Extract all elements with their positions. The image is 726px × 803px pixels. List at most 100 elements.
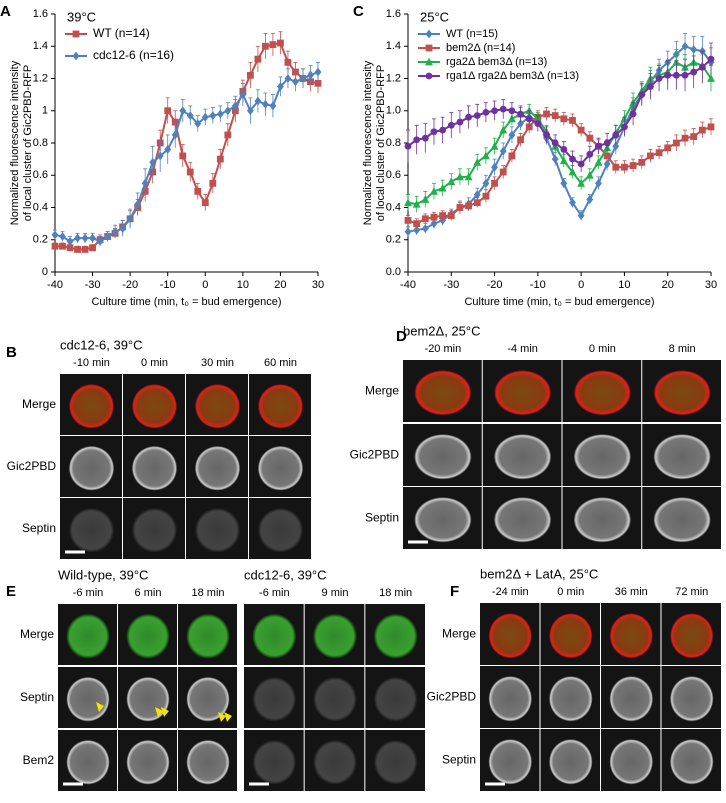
marker — [413, 225, 421, 235]
marker — [690, 133, 698, 140]
cell — [653, 497, 711, 543]
row-label: Merge — [22, 397, 56, 411]
marker — [425, 44, 433, 52]
marker — [413, 220, 421, 228]
marker — [672, 71, 680, 79]
marker — [577, 126, 585, 134]
legend-label: WT (n=15) — [446, 28, 498, 40]
marker — [638, 91, 646, 99]
x-axis-label: Culture time (min, t₀ = bud emergence) — [91, 296, 281, 308]
marker — [586, 134, 594, 142]
arrowhead — [96, 702, 104, 712]
marker — [577, 211, 585, 220]
marker — [209, 179, 217, 187]
marker — [141, 178, 149, 188]
marker — [404, 142, 412, 150]
marker — [681, 134, 689, 142]
marker — [81, 233, 89, 243]
marker — [156, 151, 164, 161]
cell — [257, 383, 304, 429]
y-axis-label: of local cluster of Gic2PBD-RFP — [22, 65, 34, 222]
marker — [51, 230, 59, 240]
panel-label: F — [450, 583, 459, 600]
marker — [603, 139, 611, 147]
marker — [569, 198, 576, 208]
marker — [551, 112, 559, 119]
marker — [66, 244, 74, 252]
marker — [621, 163, 628, 171]
row-label: Septin — [22, 521, 56, 535]
marker — [499, 168, 507, 176]
time-label: 9 min — [322, 587, 349, 599]
marker — [525, 106, 534, 115]
time-label: -6 min — [73, 587, 104, 599]
cell — [131, 507, 178, 553]
marker — [499, 105, 507, 113]
marker — [430, 219, 438, 229]
marker — [707, 74, 715, 82]
time-label: -6 min — [259, 587, 290, 599]
annotation: 25°C — [420, 9, 449, 24]
marker — [246, 106, 254, 116]
row-label: Bem2 — [23, 753, 55, 767]
cell — [66, 676, 110, 722]
panel-label: D — [396, 328, 407, 345]
marker — [655, 149, 663, 157]
marker — [551, 139, 559, 147]
marker — [74, 246, 81, 253]
marker — [216, 155, 224, 163]
marker — [482, 192, 490, 200]
y-tick-label: 0.4 — [33, 201, 48, 213]
marker — [439, 126, 447, 134]
cell — [573, 434, 632, 480]
marker — [425, 57, 433, 66]
y-axis-label: Normalized fluorescence intensity — [9, 60, 21, 225]
marker — [314, 79, 322, 87]
cell — [609, 613, 654, 659]
marker — [585, 170, 594, 179]
marker — [439, 212, 447, 219]
panel-title: Wild-type, 39°C — [58, 567, 148, 582]
cell — [131, 383, 178, 429]
cell — [186, 676, 230, 722]
marker — [179, 152, 187, 160]
cell — [548, 676, 593, 722]
y-tick-label: 0.6 — [386, 169, 401, 181]
marker — [164, 145, 172, 154]
panel-label: E — [6, 583, 16, 600]
marker — [707, 55, 715, 63]
panel-label: A — [0, 3, 11, 20]
y-tick-label: 1.2 — [386, 72, 401, 84]
marker — [456, 118, 464, 126]
marker — [577, 160, 585, 168]
cell — [68, 383, 115, 429]
marker — [201, 112, 209, 122]
row-label: Merge — [20, 627, 54, 641]
x-tick-label: 30 — [312, 279, 324, 291]
cell — [488, 676, 533, 722]
cell — [131, 445, 178, 491]
marker — [96, 236, 104, 246]
marker — [491, 107, 498, 115]
cell — [493, 370, 552, 416]
marker — [209, 111, 217, 120]
time-label: 0 min — [557, 586, 584, 598]
cell — [313, 613, 357, 659]
cell — [669, 739, 714, 785]
marker — [603, 159, 611, 169]
row-label: Septin — [365, 511, 399, 525]
arrowhead — [224, 712, 232, 722]
row-label: Merge — [442, 627, 476, 641]
marker — [508, 152, 516, 160]
x-tick-label: 10 — [237, 279, 249, 291]
y-tick-label: 0.8 — [386, 137, 401, 149]
marker — [179, 106, 187, 116]
marker — [421, 215, 429, 223]
panel-title: bem2Δ, 25°C — [403, 323, 480, 338]
cell — [609, 739, 654, 785]
time-label: 18 min — [191, 587, 224, 599]
time-label: 72 min — [675, 586, 708, 598]
time-label: 18 min — [379, 587, 412, 599]
marker — [447, 212, 455, 219]
